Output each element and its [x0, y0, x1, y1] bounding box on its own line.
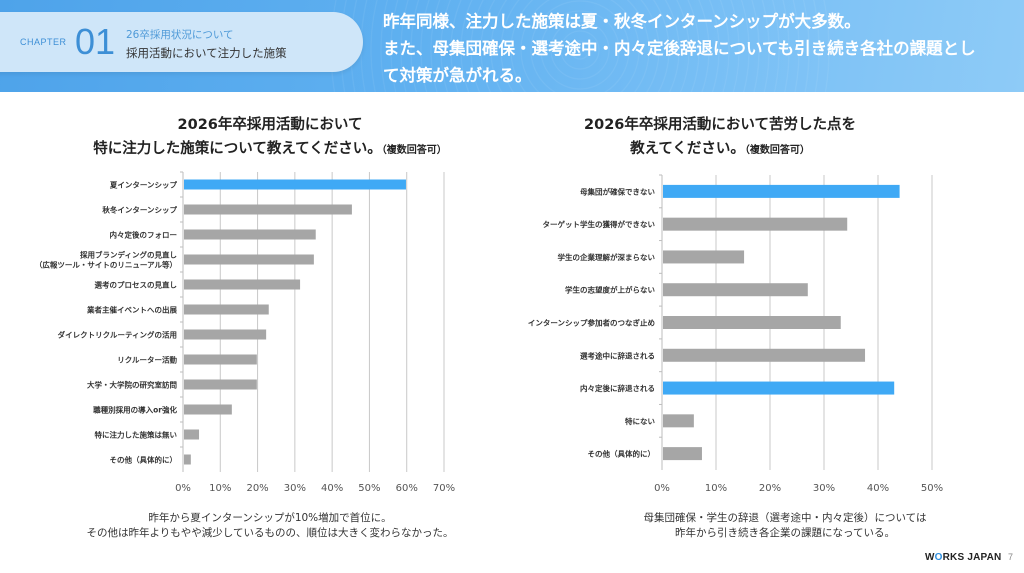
header-banner: CHAPTER 01 26卒採用状況について 採用活動において注力した施策 昨年…: [0, 0, 1024, 92]
left-bar: [184, 204, 352, 215]
left-category-label: 大学・大学院の研究室訪問: [87, 380, 177, 390]
left-bar: [184, 354, 257, 365]
left-category-label: 業者主催イベントへの出展: [86, 305, 177, 315]
left-tick-label: 30%: [284, 483, 306, 494]
left-bar: [184, 404, 232, 415]
chapter-number: 01: [75, 21, 116, 62]
caption-line: その他は昨年よりもやや減少しているものの、順位は大きく変わらなかった。: [86, 527, 454, 539]
left-bar: [184, 429, 200, 440]
left-tick-label: 10%: [209, 483, 231, 494]
left-category-label: 職種別採用の導入or強化: [93, 405, 177, 415]
left-tick-label: 50%: [358, 483, 380, 494]
left-bar: [184, 254, 314, 265]
left-category-label: リクルーター活動: [117, 355, 177, 365]
left-category-label: 秋冬インターンシップ: [101, 205, 177, 215]
page-number: 7: [1008, 552, 1014, 562]
headline: 昨年同様、注力した施策は夏・秋冬インターンシップが大多数。 また、母集団確保・選…: [383, 8, 1013, 89]
right-chart-note: （複数回答可）: [744, 145, 810, 156]
headline-line: 昨年同様、注力した施策は夏・秋冬インターンシップが大多数。: [383, 12, 861, 31]
left-bar: [184, 329, 267, 340]
left-tick-label: 0%: [175, 483, 191, 494]
headline-line: て対策が急がれる。: [383, 66, 532, 85]
caption-line: 昨年から夏インターンシップが10%増加で首位に。: [148, 512, 392, 524]
left-chart-note: （複数回答可）: [381, 145, 447, 156]
left-tick-label: 20%: [246, 483, 268, 494]
right-chart-title-line: 2026年卒採用活動において苦労した点を: [584, 117, 856, 133]
chapter-pill: [0, 12, 363, 72]
left-category-label: 夏インターンシップ: [109, 180, 178, 190]
left-category-label: 内々定後のフォロー: [110, 230, 178, 240]
left-category-label: 採用ブランディングの見直し（広報ツール・サイトのリニューアル等）: [35, 250, 177, 270]
left-chart-title-line: 特に注力した施策について教えてください。（複数回答可）: [93, 141, 447, 157]
left-bar: [184, 379, 257, 390]
left-category-label: 選考のプロセスの見直し: [95, 280, 178, 290]
chapter-subtitle: 26卒採用状況について: [126, 29, 234, 41]
left-tick-label: 70%: [433, 483, 455, 494]
left-bar: [184, 304, 269, 315]
left-bar: [184, 279, 301, 290]
left-chart-caption: 昨年から夏インターンシップが10%増加で首位に。 その他は昨年よりもやや減少して…: [40, 511, 500, 541]
left-category-label: 特に注力した施策は無い: [95, 430, 178, 440]
left-bar: [184, 179, 406, 190]
left-chart-title: 2026年卒採用活動において 特に注力した施策について教えてください。（複数回答…: [60, 113, 480, 163]
caption-line: 母集団確保・学生の辞退（選考途中・内々定後）については: [643, 512, 927, 524]
works-japan-logo: WORKS JAPAN: [925, 552, 1002, 563]
left-category-label: その他（具体的に）: [110, 455, 178, 465]
left-tick-label: 60%: [396, 483, 418, 494]
left-chart-title-line: 2026年卒採用活動において: [177, 117, 363, 133]
left-tick-label: 40%: [321, 483, 343, 494]
chapter-label: CHAPTER: [20, 37, 67, 47]
left-bar: [184, 229, 316, 240]
header-decoration: [330, 0, 830, 92]
left-bar: [184, 454, 191, 465]
right-chart-caption: 母集団確保・学生の辞退（選考途中・内々定後）については 昨年から引き続き各企業の…: [580, 511, 990, 541]
right-chart-title: 2026年卒採用活動において苦労した点を 教えてください。（複数回答可）: [555, 113, 885, 163]
right-chart-title-line: 教えてください。（複数回答可）: [630, 141, 810, 157]
caption-line: 昨年から引き続き各企業の課題になっている。: [675, 527, 895, 539]
headline-line: また、母集団確保・選考途中・内々定後辞退についても引き続き各社の課題とし: [383, 39, 976, 58]
left-category-label: ダイレクトリクルーティングの活用: [58, 330, 177, 340]
chapter-title: 採用活動において注力した施策: [126, 46, 287, 60]
